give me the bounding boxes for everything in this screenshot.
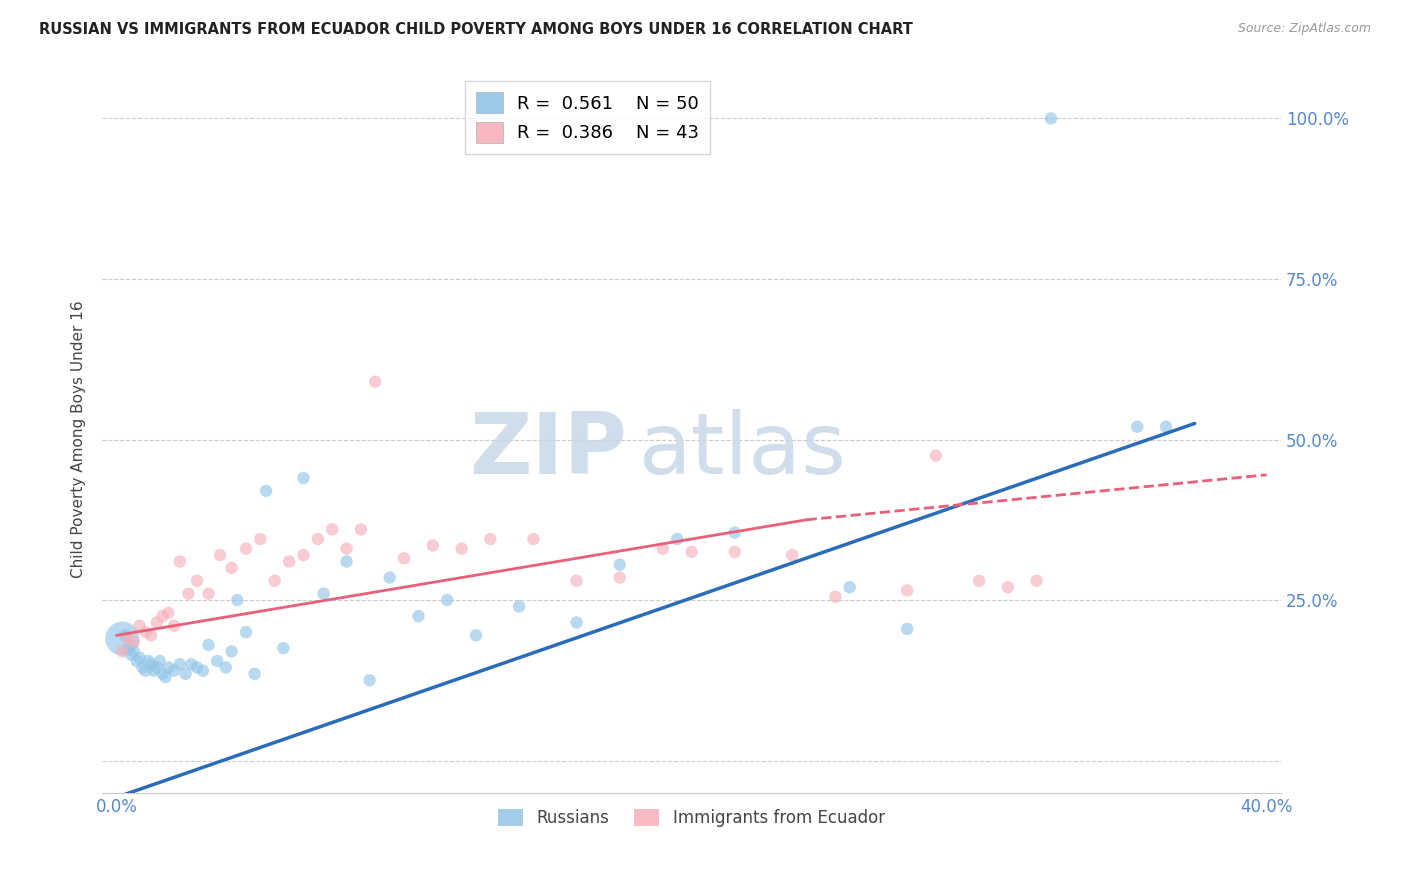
Point [136, 654, 159, 668]
Point [143, 664, 166, 678]
Point [197, 638, 219, 652]
Point [312, 586, 335, 600]
Point [191, 664, 214, 678]
Point [221, 644, 243, 658]
Point [152, 666, 174, 681]
Point [243, 666, 266, 681]
Point [134, 664, 156, 678]
Point [724, 525, 747, 540]
Point [997, 580, 1019, 594]
Point [254, 483, 277, 498]
Point [292, 471, 315, 485]
Point [666, 532, 689, 546]
Point [350, 522, 373, 536]
Point [1126, 419, 1149, 434]
Point [146, 660, 169, 674]
Point [724, 545, 747, 559]
Point [169, 657, 191, 672]
Point [609, 558, 631, 572]
Point [336, 541, 359, 556]
Point [565, 574, 588, 588]
Point [408, 609, 430, 624]
Point [226, 593, 249, 607]
Point [235, 625, 257, 640]
Point [163, 618, 186, 632]
Point [221, 561, 243, 575]
Point [378, 570, 401, 584]
Point [186, 660, 208, 674]
Point [209, 548, 232, 562]
Point [508, 599, 530, 614]
Text: ZIP: ZIP [470, 409, 627, 491]
Point [180, 657, 202, 672]
Point [128, 618, 150, 632]
Point [174, 666, 197, 681]
Point [139, 657, 162, 672]
Point [307, 532, 329, 546]
Text: RUSSIAN VS IMMIGRANTS FROM ECUADOR CHILD POVERTY AMONG BOYS UNDER 16 CORRELATION: RUSSIAN VS IMMIGRANTS FROM ECUADOR CHILD… [39, 22, 914, 37]
Point [422, 538, 444, 552]
Point [1025, 574, 1047, 588]
Point [278, 554, 301, 568]
Point [780, 548, 803, 562]
Point [120, 648, 142, 662]
Point [152, 609, 174, 624]
Point [128, 650, 150, 665]
Point [177, 586, 200, 600]
Point [186, 574, 208, 588]
Point [479, 532, 502, 546]
Point [139, 628, 162, 642]
Point [131, 660, 153, 674]
Point [215, 660, 238, 674]
Point [336, 554, 359, 568]
Point [364, 375, 387, 389]
Point [263, 574, 285, 588]
Text: Source: ZipAtlas.com: Source: ZipAtlas.com [1237, 22, 1371, 36]
Point [157, 660, 180, 674]
Point [681, 545, 703, 559]
Point [450, 541, 472, 556]
Point [205, 654, 228, 668]
Point [117, 632, 139, 646]
Point [1039, 112, 1062, 126]
Point [565, 615, 588, 630]
Legend: Russians, Immigrants from Ecuador: Russians, Immigrants from Ecuador [492, 802, 891, 834]
Text: atlas: atlas [638, 409, 846, 491]
Point [925, 449, 948, 463]
Point [169, 554, 191, 568]
Point [125, 654, 148, 668]
Point [824, 590, 846, 604]
Point [111, 632, 134, 646]
Point [249, 532, 271, 546]
Point [359, 673, 381, 688]
Point [235, 541, 257, 556]
Point [392, 551, 415, 566]
Point [114, 628, 136, 642]
Point [292, 548, 315, 562]
Point [197, 586, 219, 600]
Point [838, 580, 860, 594]
Point [134, 625, 156, 640]
Point [149, 654, 172, 668]
Point [155, 670, 177, 684]
Point [896, 583, 918, 598]
Point [146, 615, 169, 630]
Point [1154, 419, 1177, 434]
Point [465, 628, 488, 642]
Point [157, 606, 180, 620]
Point [117, 641, 139, 656]
Point [273, 641, 295, 656]
Point [122, 644, 145, 658]
Point [522, 532, 544, 546]
Point [321, 522, 343, 536]
Point [163, 664, 186, 678]
Point [896, 622, 918, 636]
Point [609, 570, 631, 584]
Y-axis label: Child Poverty Among Boys Under 16: Child Poverty Among Boys Under 16 [72, 301, 86, 578]
Point [436, 593, 458, 607]
Point [967, 574, 990, 588]
Point [122, 634, 145, 648]
Point [651, 541, 673, 556]
Point [111, 644, 134, 658]
